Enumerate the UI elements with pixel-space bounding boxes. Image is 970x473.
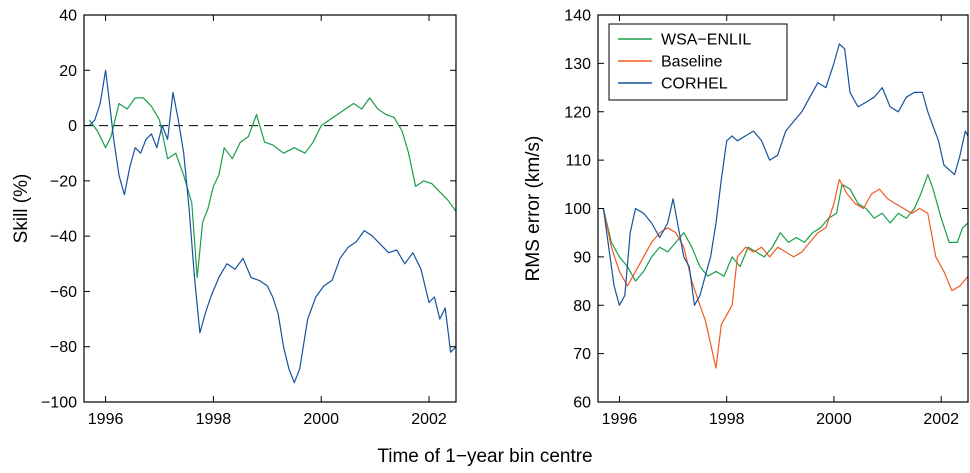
y-tick-label: 120 [564, 104, 591, 121]
baseline-line [602, 178, 969, 369]
corhel-line [602, 43, 969, 306]
y-tick-label: 20 [59, 63, 77, 80]
skill-chart: −100 −80 −60 −40 −20 0 20 40 1996 1998 2000 2002 Ski… [11, 8, 457, 428]
legend-label-baseline: Baseline [661, 54, 722, 71]
y-tick-label: 0 [68, 118, 77, 135]
y-tick-label: 70 [573, 346, 591, 363]
series-1-line [88, 97, 457, 279]
legend-label-corhel: CORHEL [661, 76, 728, 93]
y-tick-label: −40 [50, 229, 77, 246]
y-tick-label: 140 [564, 8, 591, 25]
legend-label-wsa-enlil: WSA−ENLIL [661, 32, 751, 49]
y-axis-label: RMS error (km/s) [523, 136, 544, 282]
y-tick-label: 80 [573, 298, 591, 315]
wsa-enlil-line [602, 174, 969, 282]
x-tick-label: 1996 [88, 411, 124, 428]
legend-box [608, 23, 788, 101]
y-tick-label: 40 [59, 8, 77, 25]
y-tick-label: 110 [565, 153, 591, 170]
x-tick-label: 1996 [602, 411, 638, 428]
y-tick-label: 60 [573, 395, 591, 412]
shared-x-axis-label: Time of 1−year bin centre [377, 446, 592, 467]
y-tick-label: 90 [573, 249, 591, 266]
x-tick-label: 2000 [303, 411, 339, 428]
x-tick-label: 2002 [411, 411, 447, 428]
y-tick-label: 130 [564, 56, 591, 73]
y-tick-label: 100 [564, 201, 591, 218]
y-tick-label: −20 [50, 173, 77, 190]
rms-error-chart: 60 70 80 90 100 110 120 130 140 1996 1998 2000 2002 R… [523, 8, 969, 428]
x-tick-label: 1998 [196, 411, 232, 428]
y-tick-label: −60 [50, 284, 77, 301]
x-tick-label: 2000 [816, 411, 852, 428]
y-tick-label: −100 [41, 395, 77, 412]
y-axis-label: Skill (%) [11, 174, 32, 244]
y-tick-label: −80 [50, 339, 77, 356]
x-tick-label: 1998 [709, 411, 745, 428]
series-2-line [88, 69, 457, 384]
legend: WSA−ENLIL Baseline CORHEL [608, 23, 788, 101]
x-tick-label: 2002 [923, 411, 959, 428]
plot-frame [83, 14, 457, 403]
